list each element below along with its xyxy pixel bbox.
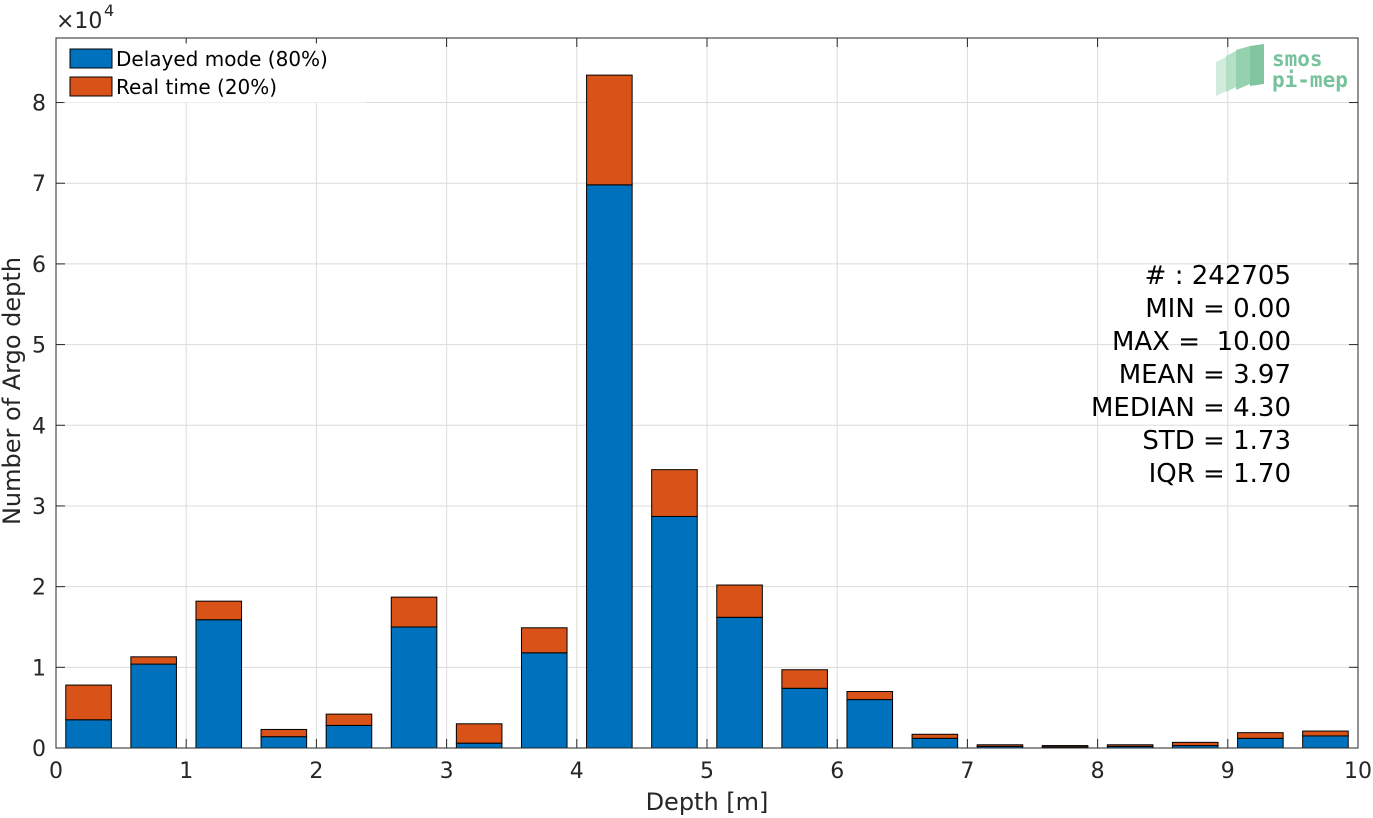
y-tick-label: 5 bbox=[32, 334, 46, 359]
bar-delayed-mode bbox=[781, 687, 828, 749]
legend-box bbox=[63, 43, 367, 103]
bar-real-time bbox=[390, 596, 438, 628]
bar-real-time bbox=[781, 669, 828, 689]
bar-real-time bbox=[455, 723, 503, 744]
x-tick-label: 10 bbox=[1344, 759, 1372, 784]
bar-real-time bbox=[520, 627, 568, 654]
logo-text-smos: smos bbox=[1272, 47, 1323, 71]
bar-real-time bbox=[65, 684, 112, 721]
bar-delayed-mode bbox=[716, 616, 763, 749]
x-tick-label: 4 bbox=[570, 759, 584, 784]
bar-delayed-mode bbox=[651, 515, 698, 749]
x-tick-label: 8 bbox=[1091, 759, 1105, 784]
y-tick-label: 8 bbox=[32, 92, 46, 117]
bar-real-time bbox=[260, 728, 308, 738]
bar-real-time bbox=[195, 600, 243, 621]
stat-iqr: IQR = 1.70 bbox=[1149, 459, 1291, 489]
logo-mark-icon bbox=[1216, 44, 1264, 96]
stats-annotation: # : 242705 MIN = 0.00 MAX = 10.00 MEAN =… bbox=[1091, 261, 1291, 489]
bar-real-time bbox=[586, 74, 633, 186]
y-exponent: ×10 4 bbox=[56, 1, 114, 34]
stat-max: MAX = 10.00 bbox=[1112, 327, 1291, 357]
x-tick-label: 2 bbox=[309, 759, 323, 784]
stat-count: # : 242705 bbox=[1145, 261, 1291, 291]
y-tick-label: 2 bbox=[32, 576, 46, 601]
bar-delayed-mode bbox=[520, 652, 568, 749]
bar-delayed-mode bbox=[846, 699, 894, 749]
stat-mean: MEAN = 3.97 bbox=[1119, 360, 1291, 390]
bar-delayed-mode bbox=[1302, 735, 1349, 749]
bar-real-time bbox=[846, 691, 894, 701]
x-tick-label: 5 bbox=[700, 759, 714, 784]
legend-label-delayed: Delayed mode (80%) bbox=[116, 47, 328, 71]
bar-delayed-mode bbox=[325, 724, 373, 749]
bars bbox=[65, 74, 1349, 749]
bar-real-time bbox=[716, 584, 763, 618]
stat-median: MEDIAN = 4.30 bbox=[1091, 393, 1291, 423]
y-tick-label: 6 bbox=[32, 253, 46, 278]
bar-delayed-mode bbox=[390, 626, 438, 749]
bar-delayed-mode bbox=[911, 737, 959, 749]
x-tick-label: 0 bbox=[49, 759, 63, 784]
bar-real-time bbox=[976, 744, 1024, 747]
legend-label-realtime: Real time (20%) bbox=[116, 75, 277, 99]
legend: Delayed mode (80%) Real time (20%) bbox=[63, 43, 367, 103]
bar-delayed-mode bbox=[1237, 737, 1284, 749]
stat-min: MIN = 0.00 bbox=[1145, 294, 1291, 324]
bar-real-time bbox=[1106, 744, 1154, 747]
bar-real-time bbox=[1171, 741, 1219, 747]
y-tick-label: 4 bbox=[32, 414, 46, 439]
x-tick-label: 1 bbox=[179, 759, 193, 784]
legend-swatch-delayed bbox=[69, 48, 113, 69]
y-tick-label: 0 bbox=[32, 737, 46, 762]
grid-lines bbox=[56, 38, 1358, 748]
stat-std: STD = 1.73 bbox=[1142, 426, 1291, 456]
y-exponent-power: 4 bbox=[104, 1, 114, 20]
bar-delayed-mode bbox=[586, 184, 633, 749]
bar-delayed-mode bbox=[130, 663, 177, 749]
y-tick-labels: 0 1 2 3 4 5 6 7 8 bbox=[32, 92, 46, 762]
bar-real-time bbox=[911, 733, 959, 739]
bar-real-time bbox=[1237, 732, 1284, 739]
y-tick-label: 7 bbox=[32, 172, 46, 197]
x-tick-label: 9 bbox=[1221, 759, 1235, 784]
bar-delayed-mode bbox=[65, 719, 112, 749]
bar-real-time bbox=[1302, 730, 1349, 737]
bar-delayed-mode bbox=[260, 736, 308, 749]
x-tick-labels: 0 1 2 3 4 5 6 7 8 9 10 bbox=[49, 759, 1372, 784]
y-axis-label: Number of Argo depth bbox=[0, 257, 26, 525]
bar-delayed-mode bbox=[455, 742, 503, 749]
x-tick-label: 3 bbox=[440, 759, 454, 784]
legend-swatch-realtime bbox=[69, 76, 113, 97]
x-axis-label: Depth [m] bbox=[646, 788, 769, 816]
logo-text-pi-mep: pi-mep bbox=[1272, 68, 1348, 92]
bar-real-time bbox=[325, 713, 373, 726]
smos-pi-mep-logo: smos pi-mep bbox=[1216, 44, 1348, 96]
bar-real-time bbox=[651, 469, 698, 517]
bar-real-time bbox=[130, 656, 177, 665]
x-tick-label: 7 bbox=[960, 759, 974, 784]
y-exponent-times: ×10 bbox=[56, 9, 102, 34]
bar-real-time bbox=[1041, 745, 1089, 748]
y-tick-label: 1 bbox=[32, 656, 46, 681]
x-tick-label: 6 bbox=[830, 759, 844, 784]
y-tick-label: 3 bbox=[32, 495, 46, 520]
ticks bbox=[55, 38, 1359, 749]
bar-delayed-mode bbox=[195, 619, 243, 749]
